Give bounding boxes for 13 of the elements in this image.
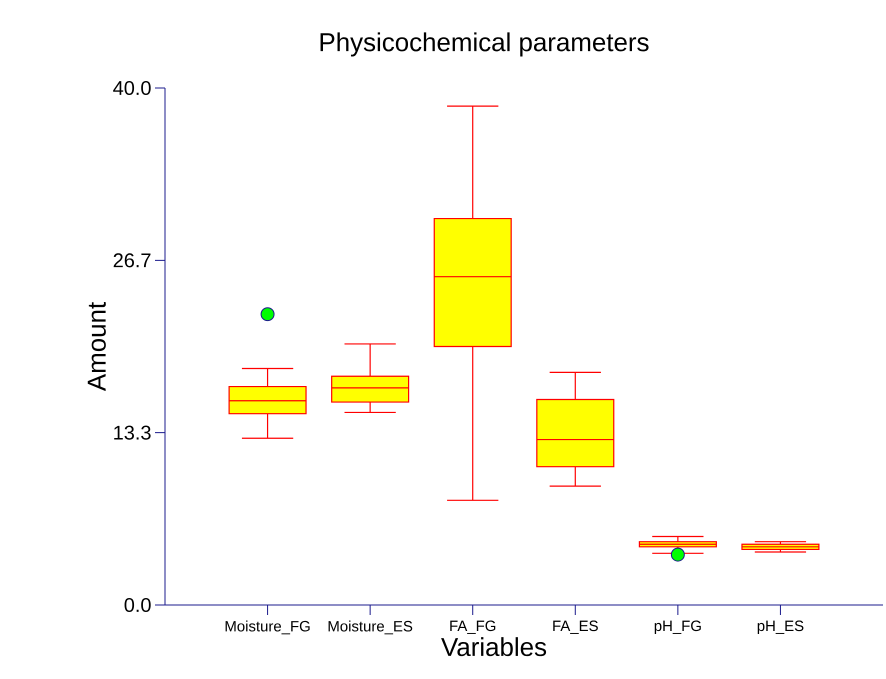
x-axis-title: Variables <box>441 637 546 656</box>
y-tick-label: 40.0 <box>113 80 151 96</box>
y-axis-title: Amount <box>88 302 106 392</box>
x-tick-label: FA_ES <box>553 620 598 634</box>
chart-title: Physicochemical parameters <box>320 32 649 56</box>
y-tick-label: 13.3 <box>114 426 151 440</box>
x-tick-label: Moisture_FG <box>226 620 310 634</box>
x-tick-label: pH_FG <box>654 620 701 634</box>
y-tick-label: 26.7 <box>114 253 150 268</box>
x-tick-label: FA_FG <box>450 620 496 634</box>
x-tick-label: Moisture_ES <box>328 620 412 634</box>
x-tick-label: pH_ES <box>758 620 804 634</box>
y-tick-label: 0.0 <box>124 598 151 612</box>
